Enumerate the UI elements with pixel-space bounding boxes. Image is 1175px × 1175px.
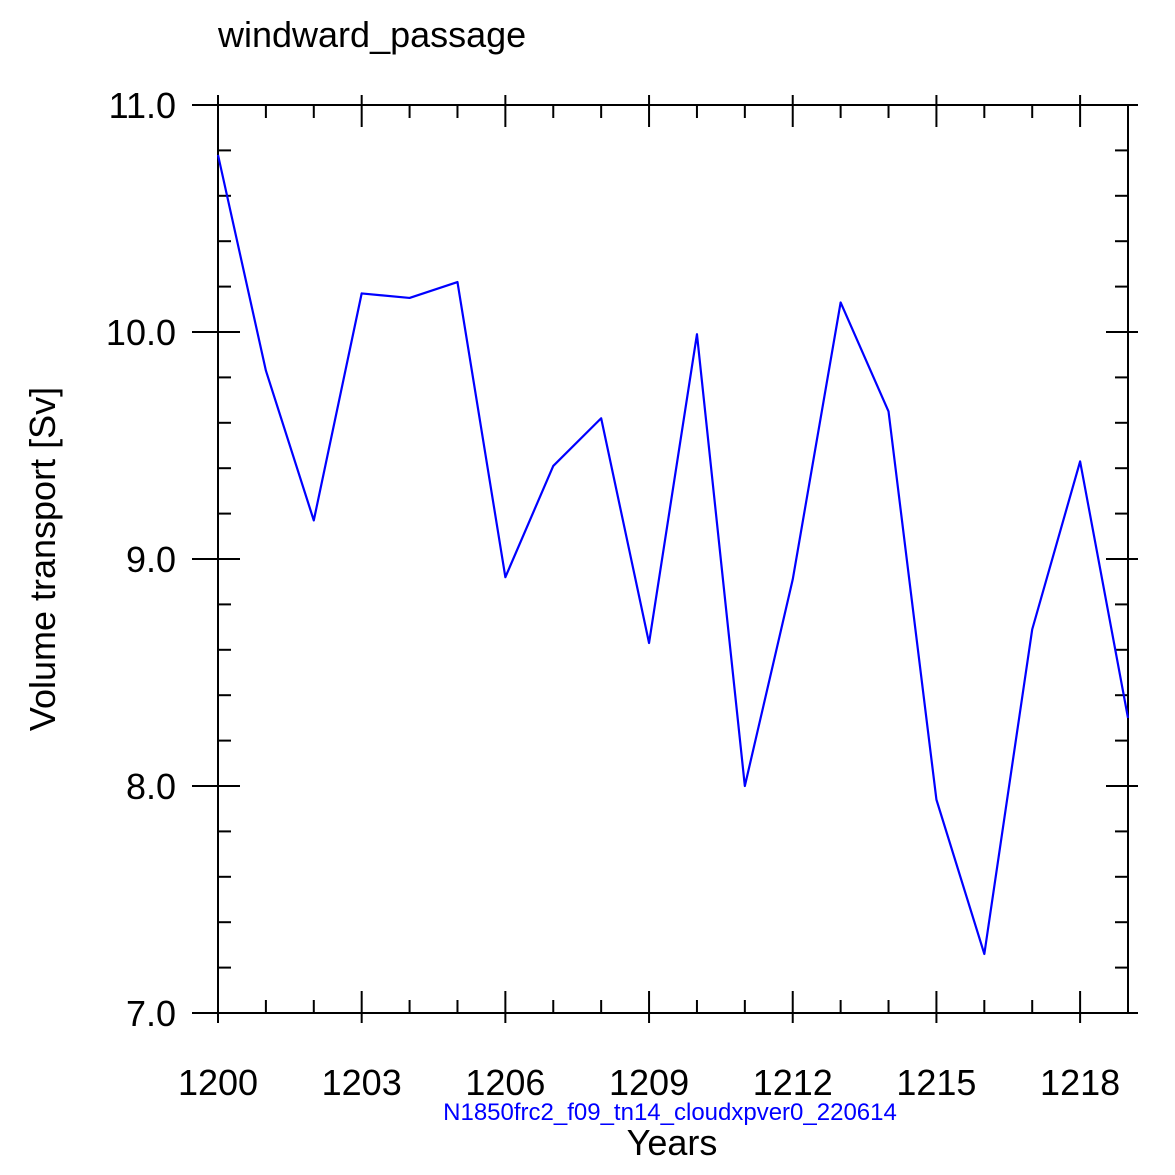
x-axis-label: Years [627, 1122, 718, 1163]
x-tick-label: 1215 [896, 1062, 976, 1103]
series-layer [216, 154, 1130, 956]
x-tick-labels: 1200 1203 1206 1209 1212 1215 1218 [178, 1062, 1120, 1103]
x-tick-label: 1206 [465, 1062, 545, 1103]
series-line [216, 154, 1130, 956]
y-tick-label: 8.0 [126, 766, 176, 807]
y-tick-label: 9.0 [126, 539, 176, 580]
x-tick-label: 1218 [1040, 1062, 1120, 1103]
x-tick-label: 1203 [322, 1062, 402, 1103]
plot-frame [217, 104, 1129, 1014]
chart-title: windward_passage [217, 14, 526, 55]
x-tick-label: 1212 [753, 1062, 833, 1103]
y-tick-label: 11.0 [109, 85, 176, 126]
x-tick-label: 1200 [178, 1062, 258, 1103]
axis-ticks [192, 95, 1138, 1023]
run-caption: N1850frc2_f09_tn14_cloudxpver0_220614 [443, 1099, 897, 1126]
y-axis-label: Volume transport [Sv] [22, 387, 63, 731]
y-tick-label: 7.0 [126, 993, 176, 1034]
y-tick-label: 10.0 [106, 312, 176, 353]
x-tick-label: 1209 [609, 1062, 689, 1103]
y-tick-labels: 7.0 8.0 9.0 10.0 11.0 [106, 85, 176, 1034]
